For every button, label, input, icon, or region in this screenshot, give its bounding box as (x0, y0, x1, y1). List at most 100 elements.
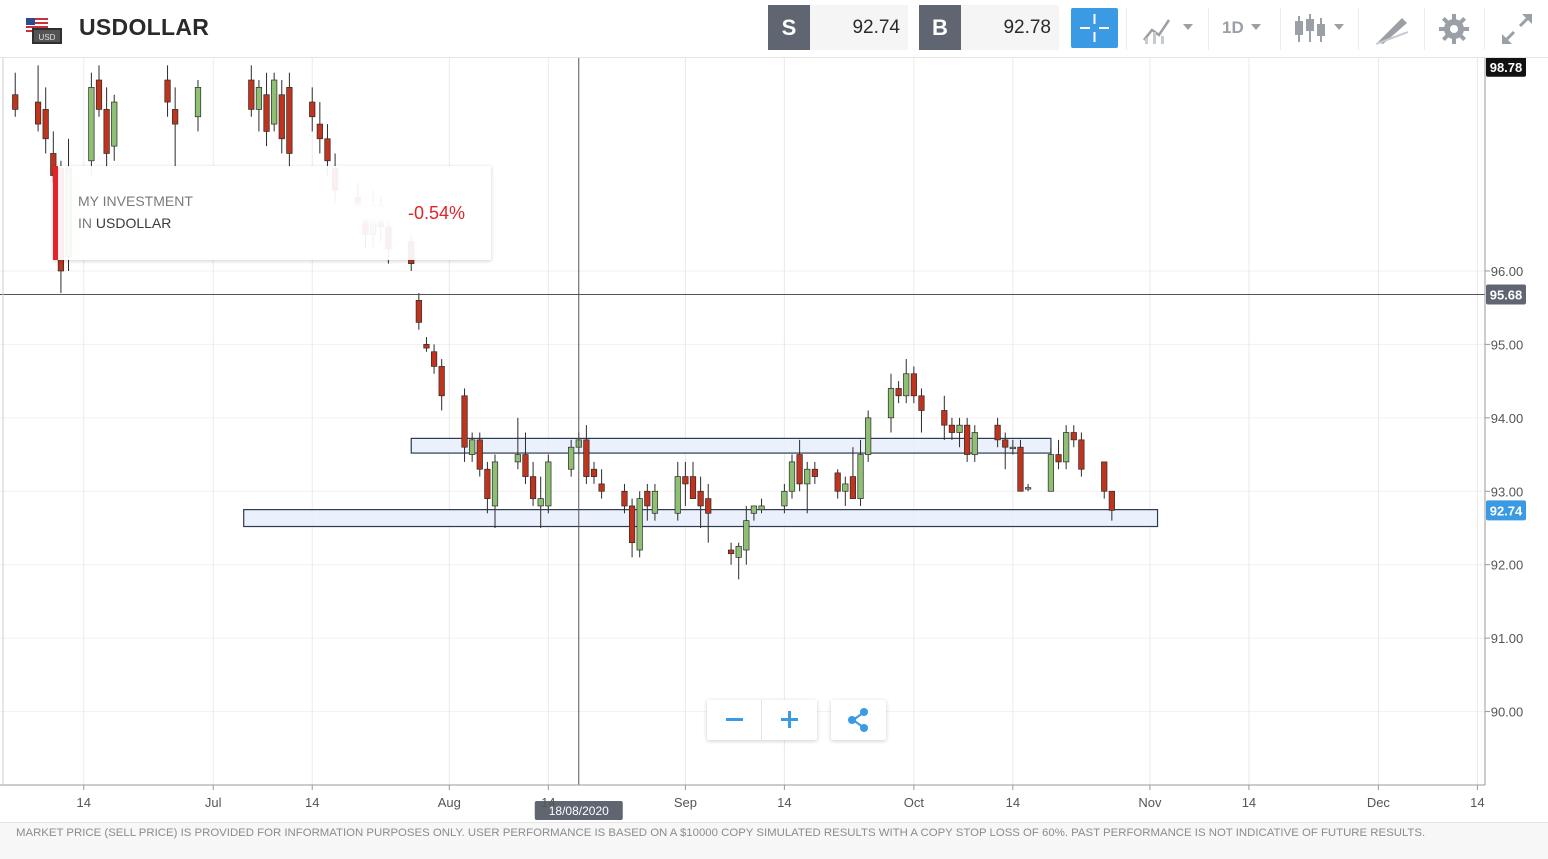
candle-body (758, 505, 765, 510)
candle-body (423, 344, 430, 349)
drawing-tools-button[interactable] (1372, 10, 1412, 48)
crosshair-icon (1080, 14, 1109, 42)
candle (34, 65, 42, 132)
x-tick-label: 14 (77, 795, 91, 810)
crosshair-button[interactable] (1071, 8, 1118, 48)
candle-body (12, 94, 19, 110)
candle (689, 461, 697, 499)
candle (309, 87, 316, 132)
candle-body (430, 351, 438, 367)
candle (727, 542, 735, 565)
candle (1017, 439, 1024, 492)
candle-body (88, 87, 95, 162)
candle (194, 80, 202, 132)
candle (1024, 483, 1032, 492)
x-tick-label: 14 (305, 795, 319, 810)
sell-price[interactable]: 92.74 (810, 5, 908, 50)
investment-symbol-line: IN USDOLLAR (78, 215, 171, 231)
candle (964, 417, 971, 462)
candle-body (865, 417, 872, 455)
share-button[interactable] (831, 700, 886, 740)
crosshair-date-label: 18/08/2020 (549, 804, 609, 818)
fullscreen-button[interactable] (1498, 10, 1536, 48)
toolbar-divider (1484, 8, 1485, 50)
chart-type-button[interactable] (1140, 10, 1200, 48)
candles (12, 65, 1115, 580)
buy-price[interactable]: 92.78 (961, 5, 1059, 50)
candle (430, 344, 438, 374)
candle (743, 505, 750, 565)
toolbar-divider (1208, 8, 1209, 50)
sell-button[interactable]: S (768, 5, 810, 50)
candle-style-button[interactable] (1290, 10, 1350, 48)
candle (537, 476, 544, 528)
candle-body (1009, 446, 1016, 450)
candle-body (1017, 446, 1024, 492)
candle (415, 292, 422, 330)
redacted-amount (280, 204, 406, 222)
settings-button[interactable] (1436, 10, 1474, 48)
candle (857, 439, 864, 506)
candle (842, 476, 849, 506)
candle-body (857, 454, 864, 499)
investment-card: MY INVESTMENT IN USDOLLAR -0.54% (53, 166, 491, 260)
candle (529, 461, 537, 506)
toolbar-divider (1280, 8, 1281, 50)
price-tag-label: 95.68 (1490, 287, 1523, 302)
candle-body (514, 454, 521, 463)
investment-label: MY INVESTMENT (78, 193, 193, 209)
candle (834, 469, 841, 499)
candle-body (781, 490, 788, 507)
candle-body (743, 520, 750, 551)
candle-body (948, 424, 956, 433)
candle (263, 72, 270, 147)
candle (849, 447, 857, 499)
candle (103, 87, 110, 169)
zoom-out-button[interactable] (707, 700, 762, 740)
candle (1055, 439, 1062, 470)
gear-icon (1439, 14, 1469, 44)
candle (255, 80, 263, 132)
candle-body (484, 468, 491, 499)
candle-body (278, 94, 285, 140)
buy-button[interactable]: B (919, 5, 961, 50)
candle (636, 491, 643, 558)
candle-body (674, 476, 681, 514)
candle (469, 432, 476, 462)
price-chart[interactable]: 18/08/2020 96.00 95.00 94.00 93.00 92.00 91.0… (0, 58, 1548, 822)
candle (682, 461, 689, 506)
x-tick-label: Dec (1367, 795, 1391, 810)
candle (941, 395, 948, 440)
price-tag-label: 92.74 (1490, 503, 1523, 518)
candle-body (324, 138, 331, 162)
candle-body (248, 79, 255, 110)
candle-body (727, 549, 735, 555)
y-axis-labels: 96.00 95.00 94.00 93.00 92.00 91.00 90.00 (1491, 264, 1524, 720)
candle (1047, 447, 1055, 492)
investment-symbol: USDOLLAR (95, 215, 172, 231)
timeframe-button[interactable]: 1D (1216, 10, 1272, 48)
candle (895, 381, 902, 404)
zoom-in-button[interactable] (762, 700, 817, 740)
candle (164, 65, 171, 117)
candle-body (461, 395, 468, 448)
candle (735, 542, 742, 580)
chart-axes (0, 58, 1490, 790)
candle-body (469, 439, 476, 455)
candle-body (271, 79, 278, 125)
candle (956, 417, 963, 448)
candle-body (956, 424, 963, 433)
candle-body (309, 101, 316, 118)
instrument-title: USDOLLAR (79, 14, 210, 40)
crosshair: 18/08/2020 (0, 58, 1485, 820)
candle-body (971, 432, 978, 455)
usd-flag-icon: USD (26, 18, 62, 44)
y-tick-label: 95.00 (1491, 337, 1524, 352)
candle (88, 72, 95, 176)
line-chart-icon (1143, 19, 1193, 44)
candle (476, 432, 483, 477)
x-tick-label: Nov (1138, 795, 1162, 810)
chevron-down-icon (1251, 24, 1261, 30)
price-tag (1486, 58, 1526, 77)
candle-body (438, 366, 445, 397)
